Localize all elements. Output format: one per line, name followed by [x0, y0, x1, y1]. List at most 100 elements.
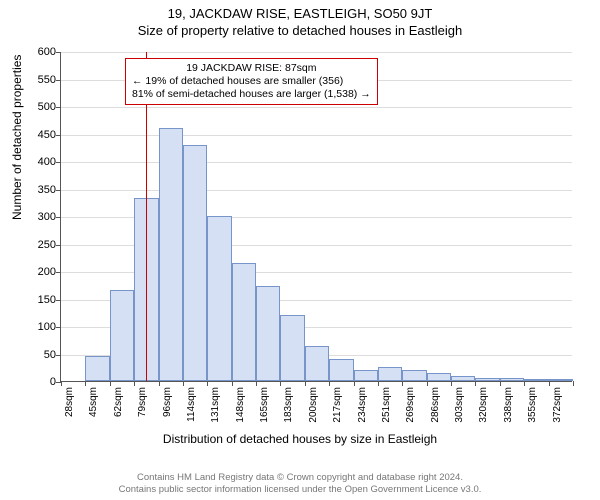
x-tick-mark — [500, 381, 501, 386]
y-tick-label: 200 — [38, 266, 56, 278]
x-tick-label: 286sqm — [430, 387, 441, 423]
y-tick-label: 50 — [44, 349, 56, 361]
x-tick-label: 338sqm — [503, 387, 514, 423]
histogram-plot: 05010015020025030035040045050055060028sq… — [60, 52, 572, 382]
x-tick-mark — [475, 381, 476, 386]
annotation-line1: ← 19% of detached houses are smaller (35… — [132, 75, 371, 88]
x-tick-mark — [549, 381, 550, 386]
y-tick-mark — [56, 190, 61, 191]
histogram-bar — [305, 346, 329, 381]
x-tick-mark — [427, 381, 428, 386]
y-tick-label: 600 — [38, 46, 56, 58]
x-tick-mark — [85, 381, 86, 386]
x-tick-mark — [280, 381, 281, 386]
x-tick-mark — [256, 381, 257, 386]
y-tick-mark — [56, 300, 61, 301]
x-tick-label: 303sqm — [454, 387, 465, 423]
x-tick-label: 234sqm — [357, 387, 368, 423]
histogram-bar — [280, 315, 304, 381]
marker-annotation: 19 JACKDAW RISE: 87sqm ← 19% of detached… — [125, 58, 378, 105]
y-tick-mark — [56, 107, 61, 108]
x-tick-mark — [232, 381, 233, 386]
x-tick-label: 96sqm — [162, 387, 173, 417]
grid-line — [61, 135, 572, 136]
grid-line — [61, 52, 572, 53]
y-axis-label: Number of detached properties — [10, 55, 24, 220]
histogram-bar — [402, 370, 426, 381]
histogram-bar — [110, 290, 134, 381]
histogram-bar — [85, 356, 109, 381]
grid-line — [61, 190, 572, 191]
y-tick-mark — [56, 135, 61, 136]
x-tick-label: 269sqm — [405, 387, 416, 423]
histogram-bar — [256, 286, 280, 381]
x-tick-mark — [110, 381, 111, 386]
x-tick-label: 251sqm — [381, 387, 392, 423]
x-tick-mark — [61, 381, 62, 386]
y-tick-mark — [56, 52, 61, 53]
x-tick-mark — [305, 381, 306, 386]
chart-subtitle: Size of property relative to detached ho… — [0, 23, 600, 38]
chart-area: 05010015020025030035040045050055060028sq… — [60, 52, 572, 412]
histogram-bar — [183, 145, 207, 382]
histogram-bar — [427, 373, 451, 381]
annotation-title: 19 JACKDAW RISE: 87sqm — [132, 62, 371, 75]
footer-line1: Contains HM Land Registry data © Crown c… — [0, 472, 600, 484]
y-tick-label: 400 — [38, 156, 56, 168]
x-tick-label: 62sqm — [113, 387, 124, 417]
y-tick-label: 0 — [50, 376, 56, 388]
x-tick-mark — [402, 381, 403, 386]
x-tick-label: 355sqm — [527, 387, 538, 423]
x-tick-label: 183sqm — [283, 387, 294, 423]
histogram-bar — [549, 379, 573, 381]
x-tick-mark — [159, 381, 160, 386]
chart-header: 19, JACKDAW RISE, EASTLEIGH, SO50 9JT Si… — [0, 0, 600, 38]
histogram-bar — [451, 376, 475, 382]
grid-line — [61, 162, 572, 163]
annotation-line2: 81% of semi-detached houses are larger (… — [132, 88, 371, 101]
grid-line — [61, 107, 572, 108]
histogram-bar — [524, 379, 548, 381]
y-tick-mark — [56, 355, 61, 356]
property-address: 19, JACKDAW RISE, EASTLEIGH, SO50 9JT — [0, 6, 600, 21]
x-tick-label: 320sqm — [478, 387, 489, 423]
x-tick-label: 45sqm — [88, 387, 99, 417]
x-tick-mark — [329, 381, 330, 386]
y-tick-label: 300 — [38, 211, 56, 223]
y-tick-mark — [56, 80, 61, 81]
x-tick-label: 114sqm — [186, 387, 197, 422]
y-tick-mark — [56, 272, 61, 273]
x-tick-label: 131sqm — [210, 387, 221, 423]
y-tick-label: 350 — [38, 184, 56, 196]
x-tick-label: 200sqm — [308, 387, 319, 423]
histogram-bar — [354, 370, 378, 381]
y-tick-label: 250 — [38, 239, 56, 251]
x-tick-mark — [524, 381, 525, 386]
y-tick-mark — [56, 217, 61, 218]
x-tick-mark — [207, 381, 208, 386]
histogram-bar — [500, 378, 524, 381]
x-tick-label: 165sqm — [259, 387, 270, 423]
x-tick-label: 217sqm — [332, 387, 343, 423]
x-tick-mark — [354, 381, 355, 386]
histogram-bar — [475, 378, 499, 381]
y-tick-label: 150 — [38, 294, 56, 306]
histogram-bar — [159, 128, 183, 381]
histogram-bar — [378, 367, 402, 381]
histogram-bar — [329, 359, 353, 381]
x-tick-label: 148sqm — [235, 387, 246, 423]
x-tick-mark — [573, 381, 574, 386]
x-tick-mark — [134, 381, 135, 386]
y-tick-label: 450 — [38, 129, 56, 141]
y-tick-label: 100 — [38, 321, 56, 333]
y-tick-mark — [56, 327, 61, 328]
y-tick-mark — [56, 245, 61, 246]
x-tick-mark — [183, 381, 184, 386]
x-axis-label: Distribution of detached houses by size … — [0, 432, 600, 446]
footer-line2: Contains public sector information licen… — [0, 484, 600, 496]
x-tick-label: 372sqm — [552, 387, 563, 423]
histogram-bar — [207, 216, 231, 381]
histogram-bar — [232, 263, 256, 381]
y-tick-mark — [56, 162, 61, 163]
y-tick-label: 500 — [38, 101, 56, 113]
